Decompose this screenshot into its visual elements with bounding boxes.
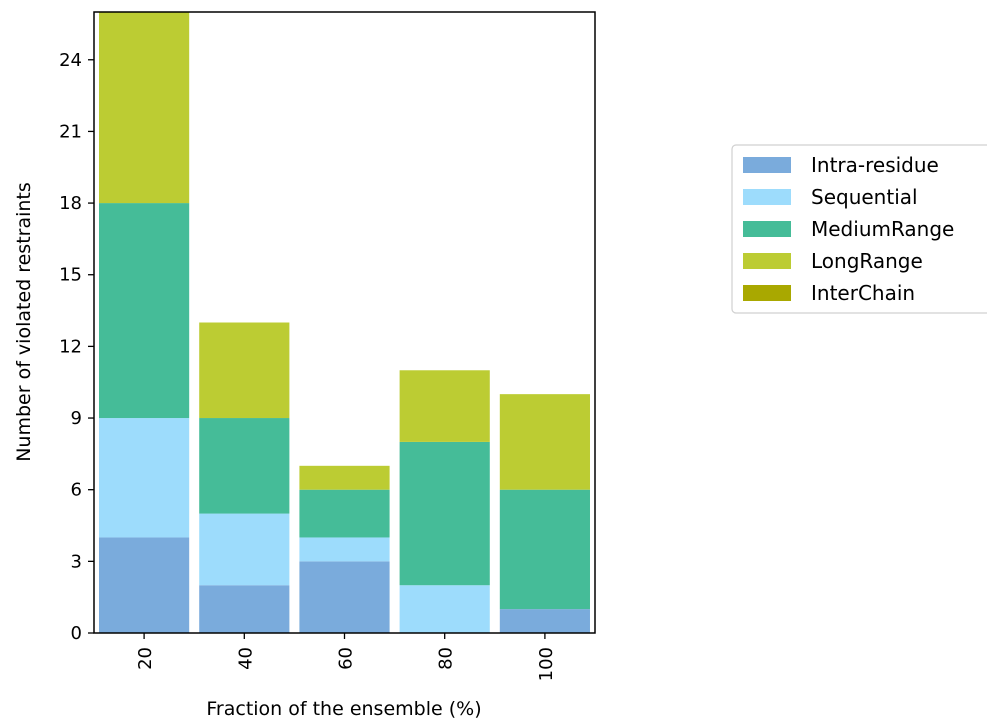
bar-mediumrange-80 [399,441,490,586]
bar-longrange-100 [499,394,590,490]
x-axis-ticks: 20 40 60 80 100 [135,633,557,681]
x-tick-label: 100 [536,647,557,681]
bar-longrange-80 [399,370,490,442]
bar-intra-residue-60 [299,561,390,633]
bar-intra-residue-20 [99,537,190,633]
y-tick-label: 18 [59,193,82,214]
bar-sequential-80 [399,585,490,633]
bar-longrange-60 [299,465,390,490]
legend-label-sequential: Sequential [811,185,918,209]
legend-swatch-longrange [743,253,791,269]
y-tick-label: 3 [71,551,82,572]
bar-sequential-20 [99,418,190,538]
bar-mediumrange-60 [299,489,390,538]
y-tick-label: 24 [59,50,82,71]
x-tick-label: 80 [436,647,457,670]
legend-label-interchain: InterChain [811,281,915,305]
bar-intra-residue-40 [199,585,290,633]
legend-label-longrange: LongRange [811,249,923,273]
legend-label-intra-residue: Intra-residue [811,153,939,177]
y-tick-label: 0 [71,623,82,644]
bar-sequential-60 [299,537,390,562]
y-tick-label: 12 [59,336,82,357]
y-tick-label: 6 [71,480,82,501]
y-tick-label: 15 [59,265,82,286]
bar-intra-residue-100 [499,609,590,633]
bar-mediumrange-40 [199,418,290,514]
bars-group [99,12,590,633]
bar-longrange-40 [199,322,290,419]
legend-frame [731,144,987,314]
y-axis-label: Number of violated restraints [13,182,35,462]
y-tick-label: 9 [71,408,82,429]
x-tick-label: 60 [336,647,357,670]
bar-mediumrange-20 [99,203,190,419]
legend-label-mediumrange: MediumRange [811,217,954,241]
x-tick-label: 40 [235,647,256,670]
legend-swatch-sequential [743,189,791,205]
bar-sequential-40 [199,513,290,586]
legend-swatch-mediumrange [743,221,791,237]
x-axis-label: Fraction of the ensemble (%) [206,698,481,719]
y-tick-label: 21 [59,121,82,142]
legend: Intra-residue Sequential MediumRange LongRa… [731,144,987,314]
legend-swatch-interchain [743,285,791,301]
bar-mediumrange-100 [499,489,590,610]
y-axis-ticks: 0 3 6 9 12 15 18 21 24 [59,50,94,644]
x-tick-label: 20 [135,647,156,670]
bar-longrange-20 [99,12,190,204]
legend-swatch-intra-residue [743,157,791,173]
